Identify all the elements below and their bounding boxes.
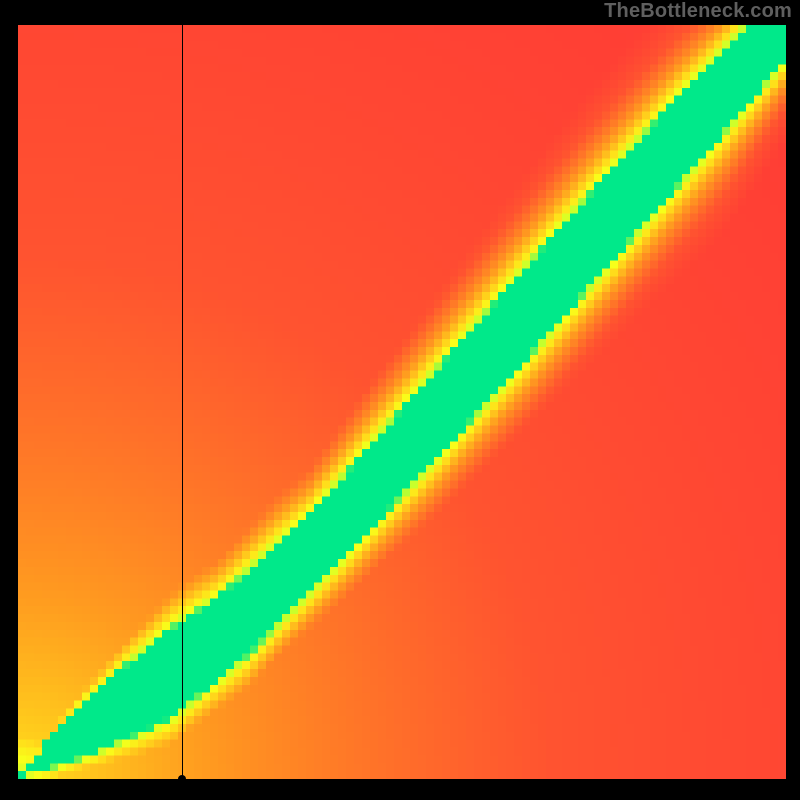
watermark-text: TheBottleneck.com <box>604 0 792 23</box>
heatmap-canvas <box>18 25 786 779</box>
bottleneck-heatmap[interactable] <box>18 25 786 779</box>
